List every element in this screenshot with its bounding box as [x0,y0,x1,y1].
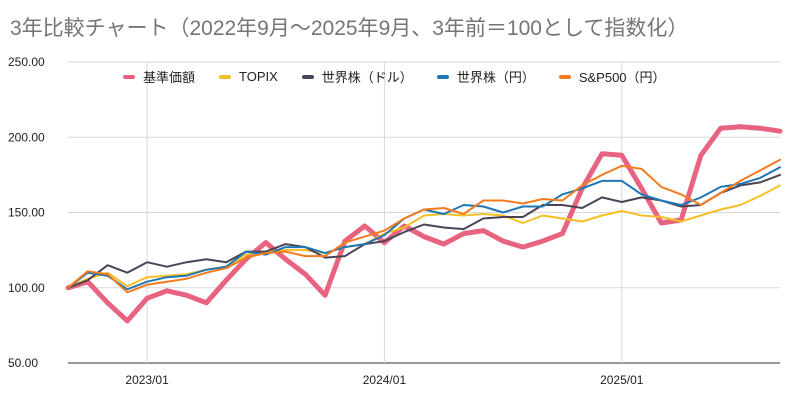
series-line-1 [65,124,783,324]
x-axis-ticks: 2023/01 2024/01 2025/01 [125,373,643,387]
legend-swatch [219,74,232,79]
y-tick-label: 250.00 [8,55,45,69]
legend-label: S&P500（円） [578,70,666,85]
x-tick-label: 2023/01 [125,373,169,387]
series-line-5 [67,158,781,294]
y-tick-label: 150.00 [8,206,45,220]
legend-swatch [436,74,449,79]
legend-item: 世界株（ドル） [301,67,413,86]
x-tick-label: 2024/01 [363,373,407,387]
series-lines [65,124,783,324]
series-line-4 [67,166,781,291]
legend-swatch [301,74,314,79]
legend-item: 基準価額 [123,67,195,86]
y-tick-label: 50.00 [8,356,38,370]
series-line-2 [67,184,781,289]
legend-label: 世界株（円） [456,70,535,85]
legend: 基準価額 TOPIX 世界株（ドル） 世界株（円） S&P500（円） [123,67,690,86]
legend-label: TOPIX [239,69,278,84]
legend-swatch [558,74,571,79]
legend-item: S&P500（円） [558,67,666,86]
legend-item: 世界株（円） [436,67,535,86]
legend-item: TOPIX [219,69,278,84]
y-axis-ticks: 250.00 200.00 150.00 100.00 50.00 [8,55,45,370]
chart-title: 3年比較チャート（2022年9月～2025年9月、3年前＝100として指数化） [10,17,689,40]
grid [68,61,780,364]
legend-label: 基準価額 [143,70,196,85]
y-tick-label: 100.00 [8,281,45,295]
legend-label: 世界株（ドル） [321,70,413,85]
x-tick-label: 2025/01 [600,373,644,387]
y-tick-label: 200.00 [8,130,45,144]
legend-swatch [123,74,135,79]
